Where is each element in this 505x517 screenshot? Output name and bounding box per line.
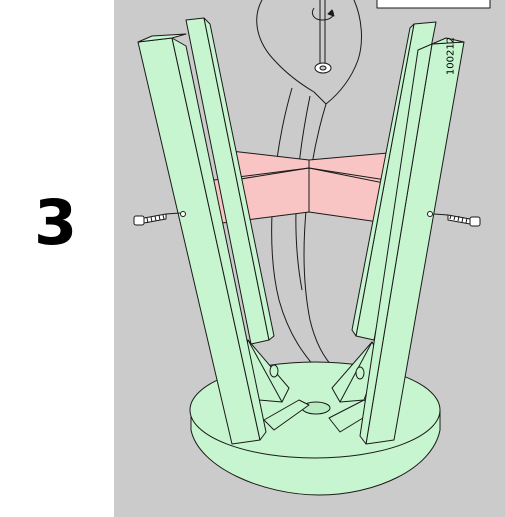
corner-bracket-left bbox=[241, 339, 290, 403]
allen-key-icon bbox=[311, 0, 335, 74]
assembly-illustration: 100212 bbox=[114, 0, 505, 517]
leg-front-left bbox=[137, 33, 267, 445]
screw-icon-right bbox=[433, 213, 481, 227]
previous-detail-box bbox=[376, 0, 491, 9]
assembly-drawing bbox=[133, 0, 491, 496]
callout-leader-right bbox=[303, 103, 335, 369]
screw-icon bbox=[133, 212, 181, 226]
step-number: 3 bbox=[34, 186, 78, 259]
screw-hole-left bbox=[180, 211, 186, 217]
leg-back-left bbox=[185, 17, 275, 345]
callout-leader-left bbox=[271, 87, 320, 373]
callout-bubble bbox=[256, 0, 362, 105]
part-code-label: 100212 bbox=[445, 36, 457, 76]
screw-hole-right bbox=[427, 211, 433, 217]
leg-front-right bbox=[359, 37, 465, 445]
